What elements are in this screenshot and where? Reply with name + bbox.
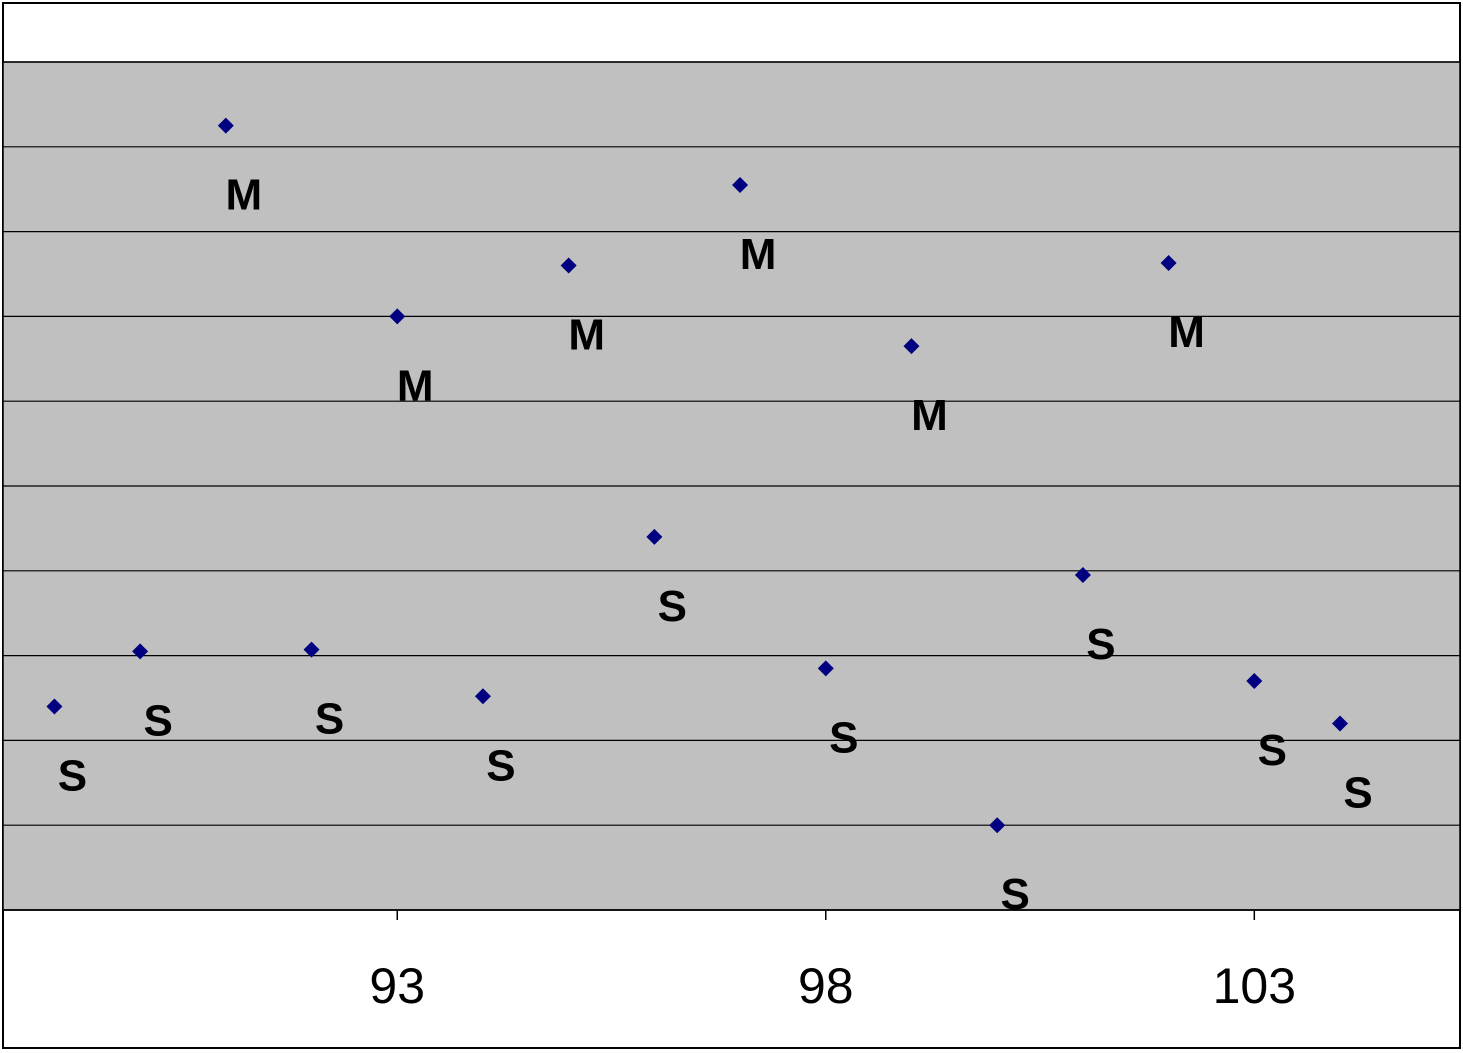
- data-label: S: [315, 695, 344, 744]
- x-tick-label: 103: [1213, 958, 1296, 1014]
- x-axis: 93 98 103: [3, 909, 1460, 1014]
- data-label: S: [1001, 870, 1030, 919]
- data-point: [903, 338, 920, 355]
- data-point: [560, 257, 577, 274]
- data-label: M: [568, 311, 605, 360]
- data-point: [217, 117, 234, 134]
- data-point: [1160, 254, 1177, 271]
- data-label: M: [397, 361, 434, 410]
- data-label: M: [911, 391, 948, 440]
- data-label: S: [1258, 726, 1287, 775]
- data-label: M: [1168, 308, 1205, 357]
- gridlines: [3, 61, 1460, 911]
- data-point: [1332, 715, 1349, 732]
- data-label: S: [829, 713, 858, 762]
- data-label: M: [226, 171, 263, 220]
- data-point: [989, 817, 1006, 834]
- data-point: [817, 660, 834, 677]
- data-point: [46, 698, 63, 715]
- data-point: [1246, 673, 1263, 690]
- data-point: [303, 641, 320, 658]
- data-label: S: [143, 696, 172, 745]
- data-point: [646, 528, 663, 545]
- data-point: [474, 688, 491, 705]
- data-point: [132, 643, 149, 660]
- data-labels: S S M S M S M S M S M S S M S S: [58, 171, 1373, 920]
- x-tick-label: 98: [798, 958, 854, 1014]
- data-label: S: [658, 582, 687, 631]
- data-label: S: [486, 741, 515, 790]
- data-label: S: [1086, 620, 1115, 669]
- data-label: S: [1343, 768, 1372, 817]
- data-point: [732, 176, 749, 193]
- data-point: [389, 308, 406, 325]
- data-markers: [46, 117, 1349, 834]
- data-label: S: [58, 751, 87, 800]
- data-point: [1074, 567, 1091, 584]
- data-label: M: [740, 230, 777, 279]
- x-tick-label: 93: [369, 958, 425, 1014]
